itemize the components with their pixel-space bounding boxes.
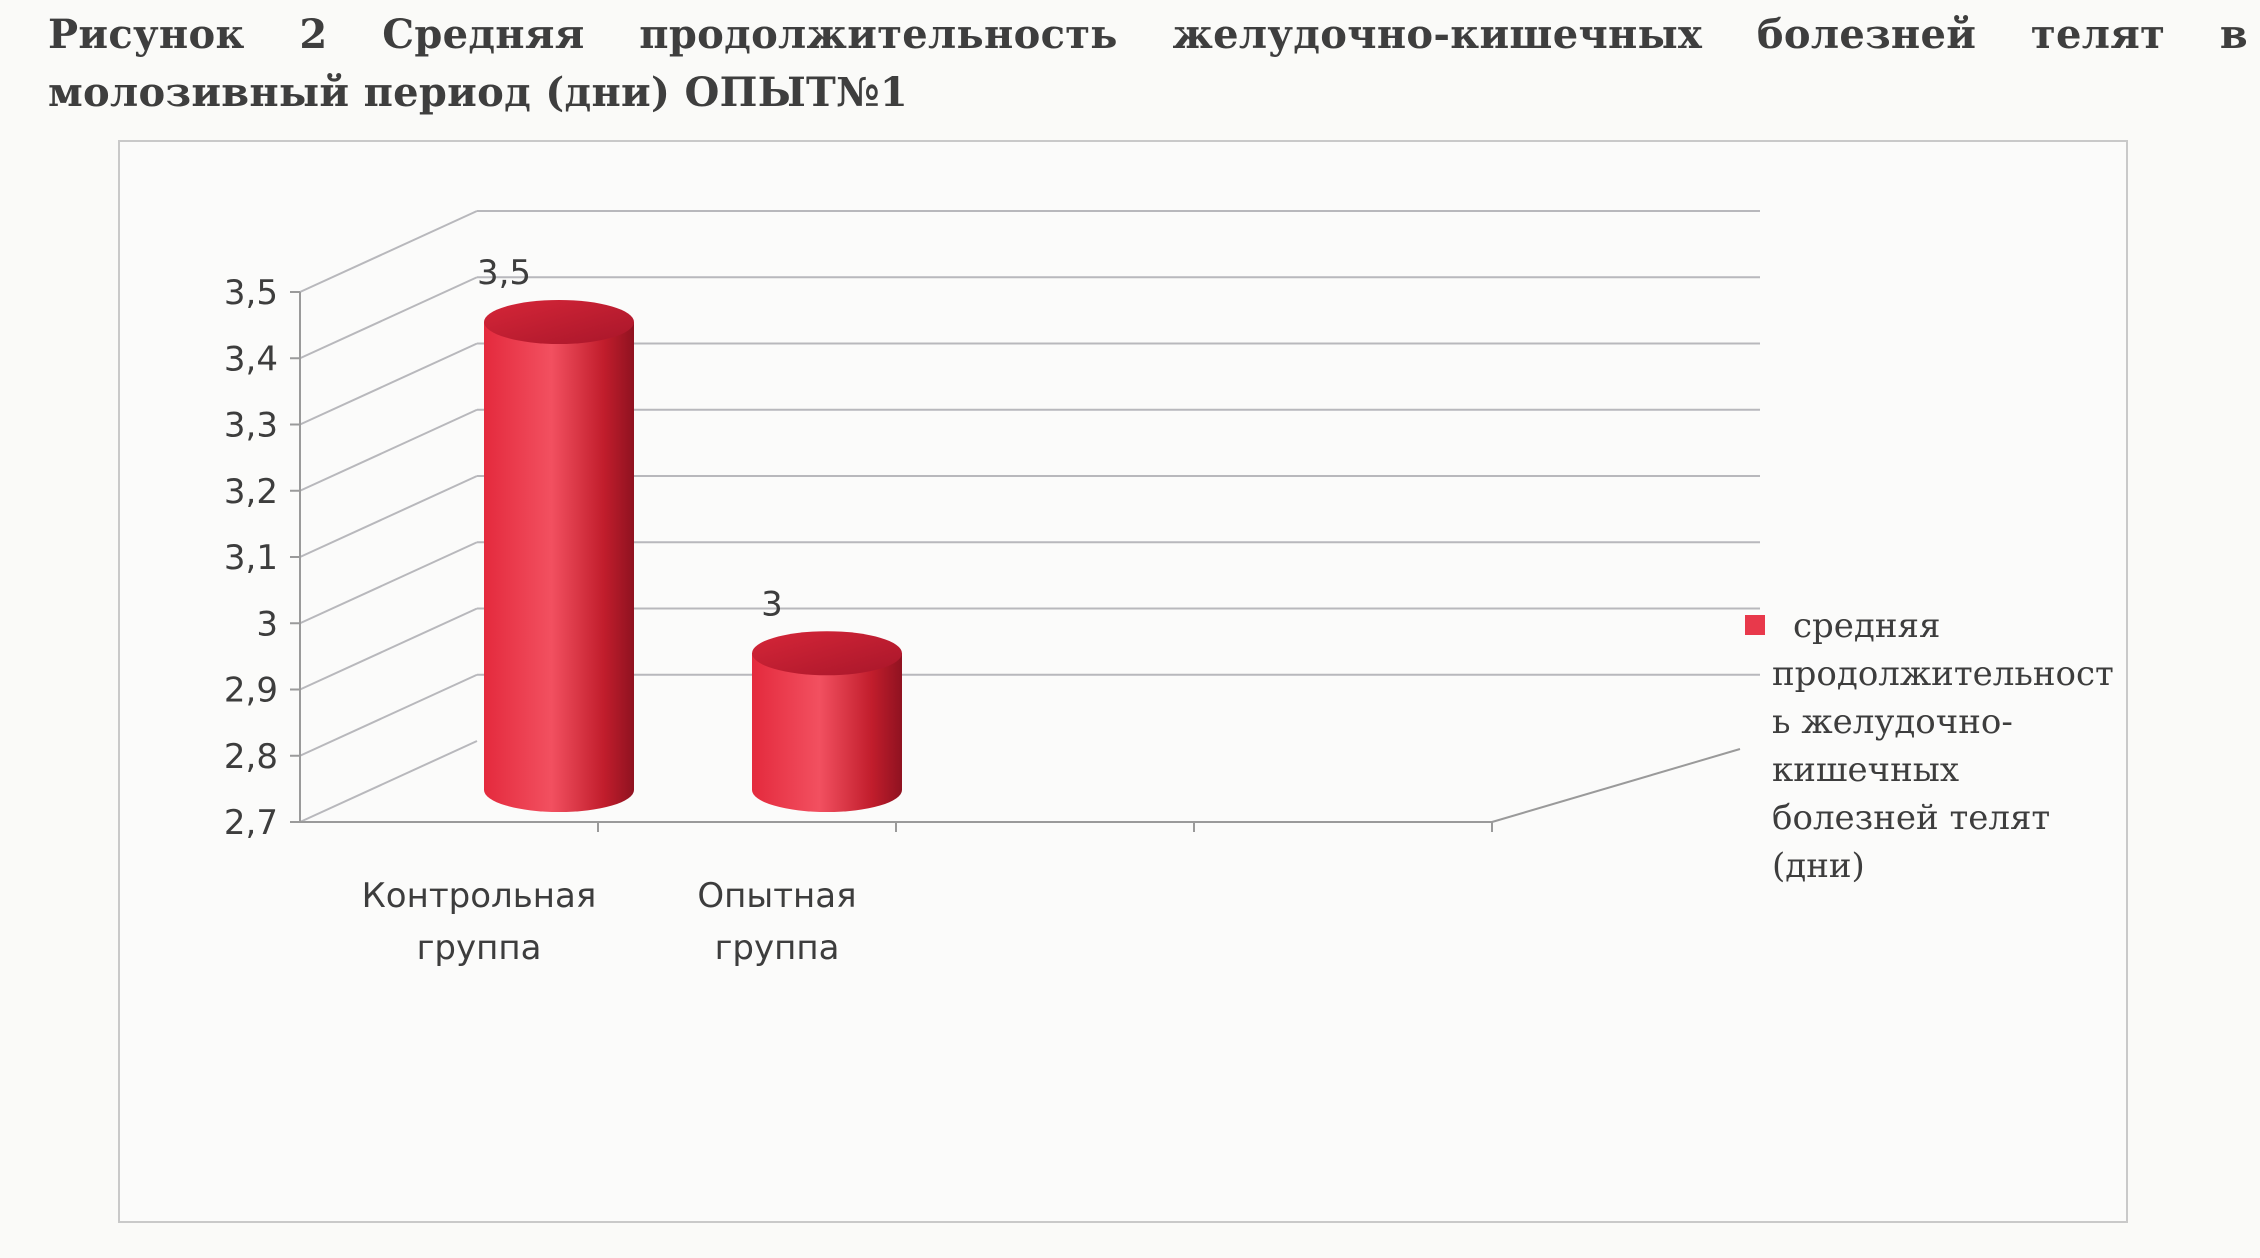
y-tick-label: 2,9 — [224, 671, 278, 711]
bar-1 — [484, 300, 634, 812]
gridline-side — [299, 276, 478, 360]
bar-cap — [484, 300, 634, 344]
x-category-label: Контрольная группа — [362, 876, 597, 968]
bar-body — [752, 653, 902, 812]
floor-edge — [1491, 748, 1741, 823]
gridline-side — [299, 342, 478, 426]
chart-area: 2,7 2,8 2,9 3 3,1 3,2 3,3 3,4 3,5 3,5 3 Контрольная… — [118, 140, 2128, 1223]
figure-caption: Рисунок 2 Средняя продолжительность желу… — [48, 11, 2248, 116]
bar-2 — [752, 631, 902, 812]
gridline-side — [299, 210, 478, 293]
y-tick-label: 3,5 — [224, 273, 278, 313]
gridline-side — [299, 673, 478, 757]
bar-chart: 2,7 2,8 2,9 3 3,1 3,2 3,3 3,4 3,5 3,5 3 Контрольная… — [224, 210, 2114, 968]
gridline-side — [299, 475, 478, 558]
data-label: 3 — [761, 584, 783, 624]
y-tick-label: 3,1 — [224, 538, 278, 578]
gridline-side — [299, 740, 478, 823]
y-tick-label: 3,3 — [224, 406, 278, 446]
y-tick-label: 2,8 — [224, 737, 278, 777]
y-tick-label: 3,4 — [224, 339, 278, 379]
bar-body — [484, 322, 634, 812]
legend-label: средняя продолжительност ь желудочно-кишеч… — [1772, 606, 2114, 886]
data-label: 3,5 — [477, 253, 531, 293]
y-tick-label: 2,7 — [224, 803, 278, 843]
gridline-side — [299, 408, 478, 492]
y-tick-label: 3 — [256, 604, 278, 644]
gridline-side — [299, 607, 478, 691]
bar-cap — [752, 631, 902, 676]
gridline-side — [299, 541, 478, 625]
y-tick-label: 3,2 — [224, 472, 278, 512]
x-category-label: Опытная группа — [697, 876, 856, 968]
legend-swatch — [1745, 615, 1765, 635]
